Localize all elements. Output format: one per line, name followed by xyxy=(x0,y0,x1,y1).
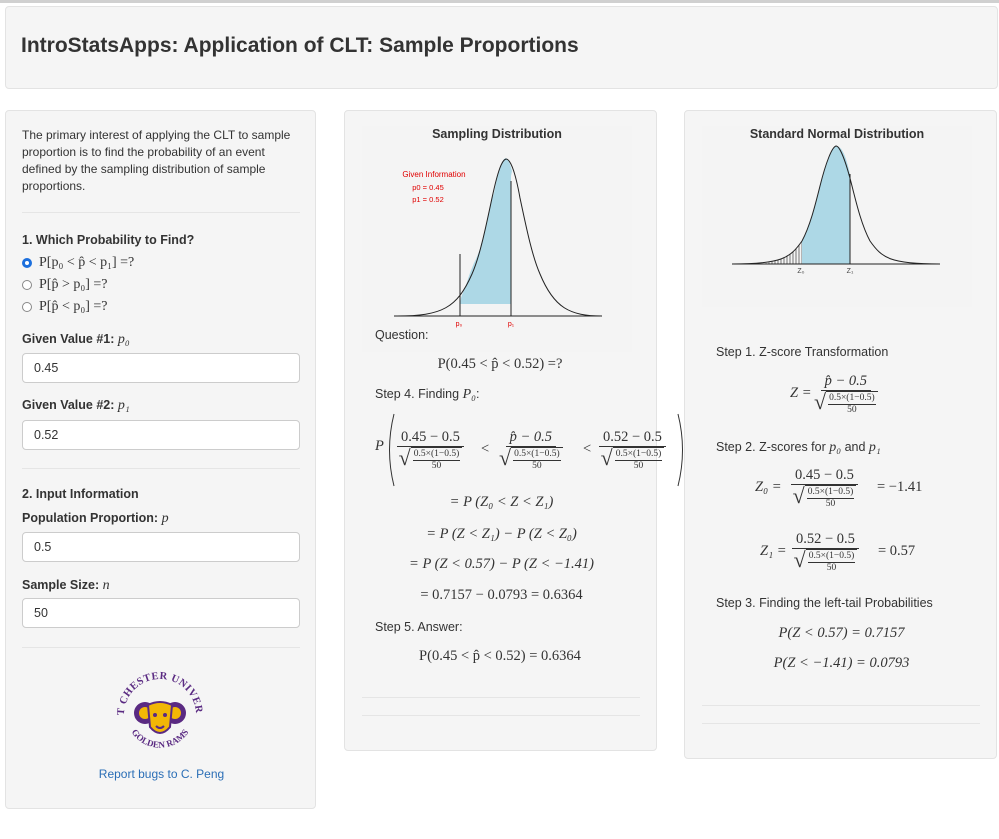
standard-normal-panel: Standard Normal Distribution Z₀ Z₁ Step … xyxy=(684,110,997,759)
standard-normal-chart: Standard Normal Distribution Z₀ Z₁ xyxy=(702,126,972,307)
given-value-2-input[interactable]: 0.52 xyxy=(22,420,300,450)
x-label-z0: Z₀ xyxy=(797,268,804,275)
radio-selected-icon[interactable] xyxy=(22,258,32,268)
equation-line-5: = 0.7157 − 0.0793 = 0.6364 xyxy=(420,587,583,603)
given-value-1-input[interactable]: 0.45 xyxy=(22,353,300,383)
shaded-region xyxy=(460,158,512,304)
radio-icon[interactable] xyxy=(22,302,32,312)
shaded-region xyxy=(802,146,850,264)
z-curve-plot: Z₀ Z₁ xyxy=(731,145,941,275)
fraction-upper: 0.52 − 0.5 √ 0.5×(1−0.5) 50 xyxy=(599,429,666,472)
divider xyxy=(22,212,300,213)
top-border xyxy=(0,0,999,3)
divider xyxy=(362,715,640,716)
standardization-expression: P 0.45 − 0.5 √ 0.5×(1−0.5) 50 < p̂ − 0.5 √… xyxy=(375,411,689,491)
sampling-panel: Sampling Distribution p₀ p₁ Given Inform… xyxy=(344,110,683,751)
option-greater[interactable]: P[p̂ > p₀] =? xyxy=(22,277,108,293)
probability-2: P(Z < −1.41) = 0.0793 xyxy=(773,655,910,671)
equation-line-2: = P (Z₀ < Z < Z₁) xyxy=(449,494,554,510)
divider xyxy=(22,468,300,469)
step1-label: Step 1. Z-score Transformation xyxy=(716,345,889,359)
title-panel: IntroStatsApps: Application of CLT: Samp… xyxy=(5,6,998,89)
equation-line-3: = P (Z < Z₁) − P (Z < Z₀) xyxy=(426,526,577,542)
probability-question-label: 1. Which Probability to Find? xyxy=(22,233,195,247)
intro-text: The primary interest of applying the CLT… xyxy=(22,128,291,193)
equation-line-4: = P (Z < 0.57) − P (Z < −1.41) xyxy=(409,556,594,572)
z0-formula: Z₀ = 0.45 − 0.5 √ 0.5×(1−0.5) 50 = −1.41 xyxy=(755,467,923,509)
left-paren xyxy=(389,413,395,487)
step5-label: Step 5. Answer: xyxy=(375,620,463,634)
probability-1: P(Z < 0.57) = 0.7157 xyxy=(778,625,905,641)
option-less[interactable]: P[p̂ < p₀] =? xyxy=(22,299,108,315)
radio-icon[interactable] xyxy=(22,280,32,290)
sidebar-panel: The primary interest of applying the CLT… xyxy=(5,110,316,809)
given-value-2-label: Given Value #2: p₁ xyxy=(22,398,130,413)
left-tail-hatch xyxy=(762,241,802,264)
divider xyxy=(702,705,980,706)
university-logo: WEST CHESTER UNIVERSITY GOLDEN RAMS xyxy=(110,663,204,750)
fraction-lower: 0.45 − 0.5 √ 0.5×(1−0.5) 50 xyxy=(397,429,464,472)
x-label-p1: p₁ xyxy=(508,321,515,328)
fraction-middle: p̂ − 0.5 √ 0.5×(1−0.5) 50 xyxy=(499,429,563,472)
x-label-p0: p₀ xyxy=(456,321,463,328)
sample-size-label: Sample Size: n xyxy=(22,578,110,593)
divider xyxy=(22,647,300,648)
chart-title: Sampling Distribution xyxy=(432,127,562,141)
report-bugs-link[interactable]: Report bugs to C. Peng xyxy=(98,767,225,781)
step4-label: Step 4. Finding P₀: xyxy=(375,387,480,402)
given-p0-label: p0 = 0.45 xyxy=(412,183,444,192)
sampling-distribution-chart: Sampling Distribution p₀ p₁ Given Inform… xyxy=(362,126,632,352)
option-between[interactable]: P[p₀ < p̂ < p₁] =? xyxy=(22,255,134,271)
chart-title: Standard Normal Distribution xyxy=(749,127,925,141)
page-title: IntroStatsApps: Application of CLT: Samp… xyxy=(21,34,579,57)
z1-formula: Z₁ = 0.52 − 0.5 √ 0.5×(1−0.5) 50 = 0.57 xyxy=(760,531,916,573)
density-curve xyxy=(396,158,603,317)
right-paren xyxy=(677,413,683,487)
ram-head-icon xyxy=(134,701,186,734)
step2-label: Step 2. Z-scores for p₀ and p₁ xyxy=(716,440,881,455)
given-info-label: Given Information xyxy=(402,170,465,179)
step3-label: Step 3. Finding the left-tail Probabilit… xyxy=(716,596,933,610)
population-proportion-input[interactable]: 0.5 xyxy=(22,532,300,562)
divider xyxy=(702,723,980,724)
sampling-curve-plot: p₀ p₁ Given Information p0 = 0.45 p1 = 0… xyxy=(394,158,603,328)
input-info-heading: 2. Input Information xyxy=(22,487,139,501)
population-proportion-label: Population Proportion: p xyxy=(22,511,169,526)
given-value-1-label: Given Value #1: p₀ xyxy=(22,332,130,347)
answer-equation: P(0.45 < p̂ < 0.52) = 0.6364 xyxy=(419,648,581,664)
density-curve xyxy=(731,145,941,265)
question-equation: P(0.45 < p̂ < 0.52) =? xyxy=(437,356,563,372)
given-p1-label: p1 = 0.52 xyxy=(412,195,444,204)
sample-size-input[interactable]: 50 xyxy=(22,598,300,628)
divider xyxy=(362,697,640,698)
x-label-z1: Z₁ xyxy=(847,268,854,275)
question-label: Question: xyxy=(375,328,429,342)
